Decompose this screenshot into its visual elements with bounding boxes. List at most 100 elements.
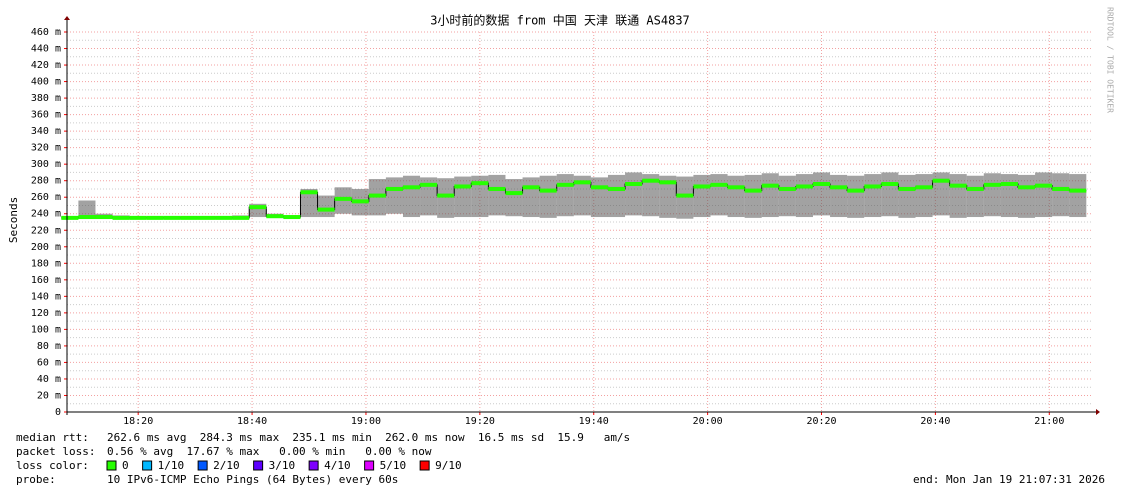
loss-label: 0 xyxy=(122,459,129,472)
smoke xyxy=(590,177,608,218)
smoke xyxy=(881,172,899,217)
x-tick-label: 18:40 xyxy=(237,416,267,427)
y-tick-label: 340 m xyxy=(31,126,61,137)
median-mark xyxy=(112,215,130,220)
median-mark xyxy=(966,186,984,191)
median-mark xyxy=(454,184,472,189)
x-tick-label: 20:00 xyxy=(693,416,723,427)
y-tick-label: 260 m xyxy=(31,192,61,203)
y-tick-label: 40 m xyxy=(37,374,61,385)
median-mark xyxy=(283,215,301,220)
smoke xyxy=(659,175,677,218)
median-mark xyxy=(744,188,762,193)
y-tick-label: 240 m xyxy=(31,209,61,220)
y-tick-label: 380 m xyxy=(31,93,61,104)
smoke xyxy=(556,174,574,217)
median-mark xyxy=(949,183,967,188)
y-axis-label: Seconds xyxy=(7,197,20,243)
y-tick-label: 140 m xyxy=(31,291,61,302)
median-mark xyxy=(710,182,728,187)
smoke xyxy=(727,175,745,218)
median-mark xyxy=(300,190,318,195)
median-mark xyxy=(522,185,540,190)
x-tick-label: 19:00 xyxy=(351,416,381,427)
smoke xyxy=(488,174,506,216)
median-mark xyxy=(78,215,96,220)
median-mark xyxy=(505,191,523,196)
smoke xyxy=(625,172,643,216)
median-mark xyxy=(95,215,113,220)
median-mark xyxy=(830,185,848,190)
smoke xyxy=(454,176,472,218)
smoke xyxy=(795,174,813,218)
smoke xyxy=(847,175,865,218)
footer-text: 10 IPv6-ICMP Echo Pings (64 Bytes) every… xyxy=(107,473,398,486)
smoke xyxy=(573,175,591,216)
smoke xyxy=(539,175,557,218)
median-mark xyxy=(983,182,1001,187)
median-mark xyxy=(932,178,950,183)
median-mark xyxy=(795,184,813,189)
median-mark xyxy=(471,181,489,186)
grid xyxy=(67,31,1092,413)
footer-text: 262.6 ms avg 284.3 ms max 235.1 ms min 2… xyxy=(107,431,630,444)
median-mark xyxy=(642,178,660,183)
median-mark xyxy=(812,182,831,186)
y-tick-label: 20 m xyxy=(37,390,61,401)
median-mark xyxy=(129,215,147,220)
median-mark xyxy=(402,185,421,190)
median-mark xyxy=(659,180,677,185)
smoke xyxy=(1035,172,1053,218)
loss-label: 5/10 xyxy=(380,459,407,472)
median-mark xyxy=(590,185,608,190)
smoke xyxy=(949,174,967,218)
median-mark xyxy=(1052,186,1070,191)
median-mark xyxy=(881,182,899,186)
smoke xyxy=(744,174,762,218)
smoke xyxy=(812,172,831,216)
smoke xyxy=(300,188,318,218)
median-mark xyxy=(1035,183,1053,188)
smoke xyxy=(898,174,916,218)
loss-swatch xyxy=(253,460,264,471)
loss-swatch xyxy=(142,460,153,471)
median-mark xyxy=(368,193,386,198)
loss-swatch xyxy=(419,460,430,471)
loss-label: 2/10 xyxy=(213,459,240,472)
median-mark xyxy=(573,180,591,185)
smoke xyxy=(385,177,403,214)
smoke xyxy=(778,175,796,217)
median-mark xyxy=(625,182,643,186)
smoke xyxy=(864,174,882,218)
y-tick-label: 360 m xyxy=(31,110,61,121)
loss-label: 3/10 xyxy=(269,459,296,472)
y-tick-label: 160 m xyxy=(31,275,61,286)
median-mark xyxy=(180,215,198,220)
footer-label: probe: xyxy=(16,473,56,486)
smoke xyxy=(402,175,421,218)
x-tick-label: 20:40 xyxy=(920,416,950,427)
y-tick-label: 440 m xyxy=(31,44,61,55)
loss-swatch xyxy=(308,460,319,471)
median-mark xyxy=(847,188,865,193)
y-tick-label: 400 m xyxy=(31,77,61,88)
smoke xyxy=(693,174,711,218)
loss-swatch xyxy=(197,460,208,471)
y-tick-label: 220 m xyxy=(31,225,61,236)
axis-arrow xyxy=(1096,409,1100,415)
x-tick-label: 19:40 xyxy=(579,416,609,427)
loss-label: 1/10 xyxy=(158,459,185,472)
footer-text: 0.56 % avg 17.67 % max 0.00 % min 0.00 %… xyxy=(107,445,432,458)
median-mark xyxy=(676,193,694,198)
loss-swatch xyxy=(364,460,375,471)
median-mark xyxy=(266,214,284,219)
smoke xyxy=(437,178,455,218)
y-tick-label: 60 m xyxy=(37,357,61,368)
smoke xyxy=(830,174,848,218)
smoke xyxy=(642,174,660,217)
loss-label: 9/10 xyxy=(435,459,462,472)
y-tick-label: 300 m xyxy=(31,159,61,170)
smoke xyxy=(932,172,950,216)
median-mark xyxy=(351,199,369,204)
